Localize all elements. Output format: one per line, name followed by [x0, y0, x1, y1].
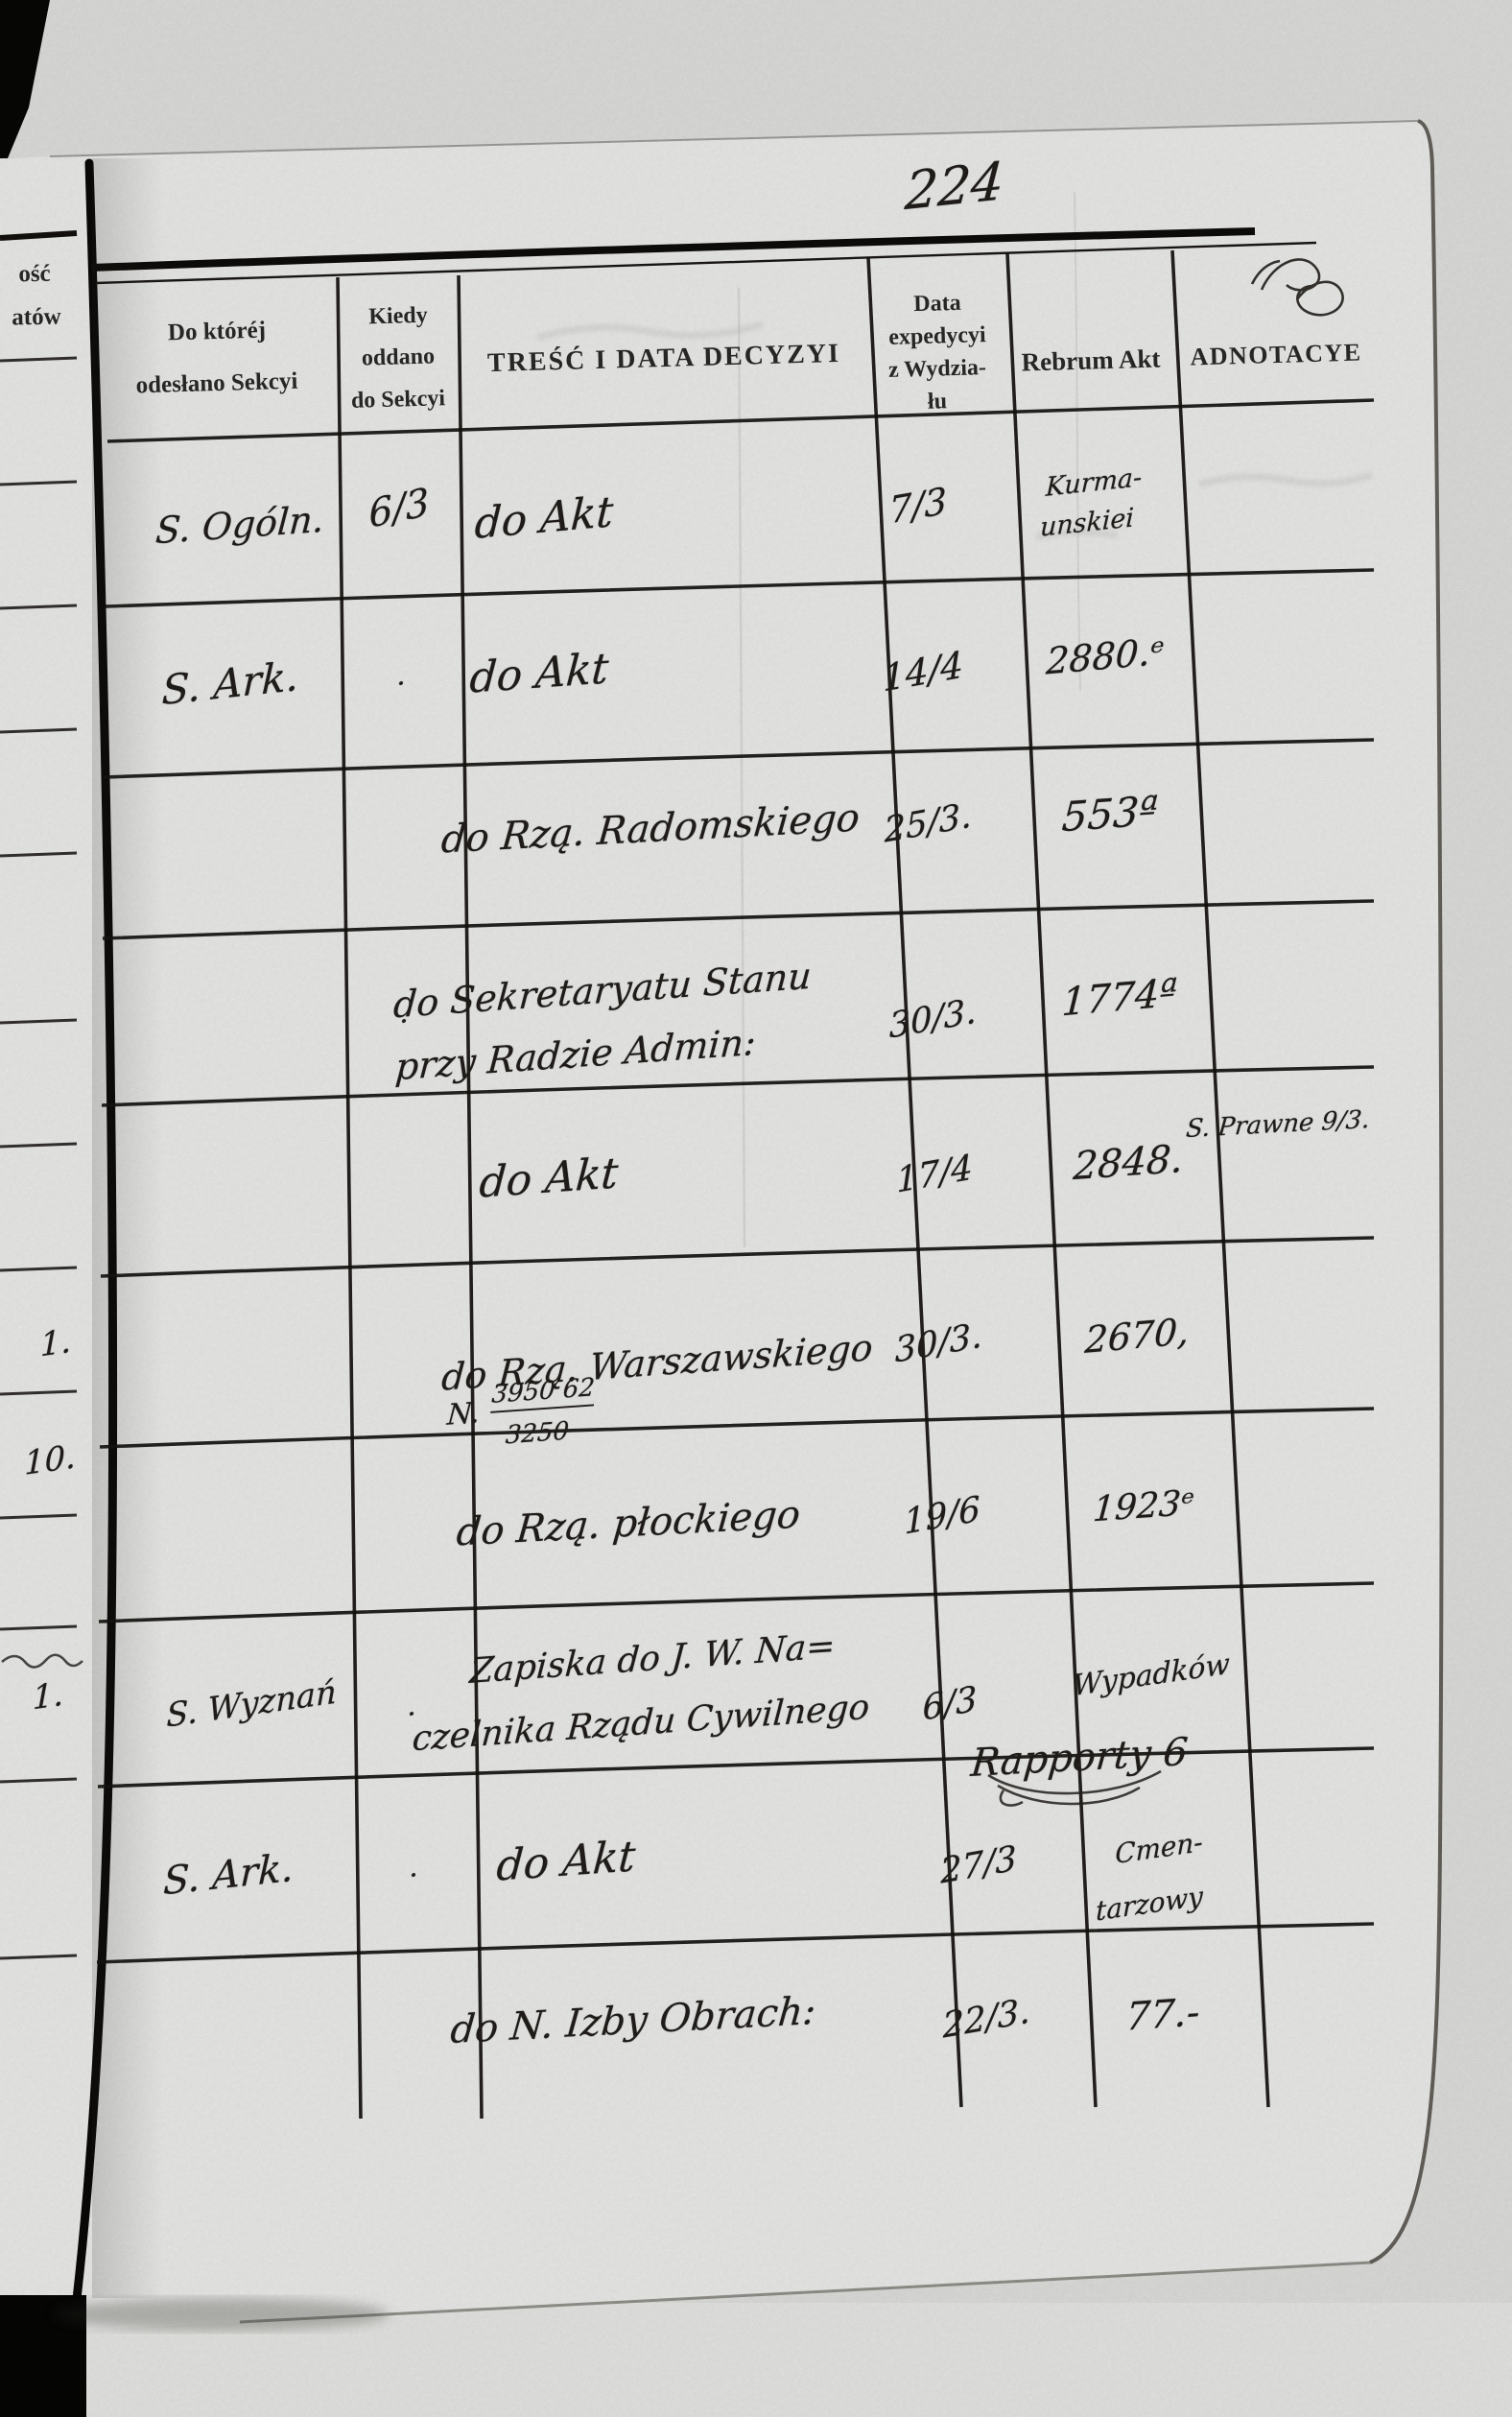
gutter-shadow	[92, 158, 163, 2298]
left-margin-entry-3: 1.	[32, 1674, 64, 1718]
row-5-rebrum: 2848.	[1072, 1136, 1185, 1190]
left-margin-entry-2: 10.	[24, 1437, 76, 1483]
col-header-data-line4: łu	[927, 389, 948, 415]
col-header-kiedy-line1: Kiedy	[367, 302, 429, 330]
page-number: 224	[903, 150, 1006, 223]
col-header-data-line3: z Wydzia-	[887, 355, 987, 383]
bottom-shadow-smudge	[53, 2298, 389, 2331]
row-2-kiedy-ditto: .	[396, 658, 406, 693]
row-9-tresc: do Akt	[494, 1832, 638, 1891]
row-10-rebrum: 77.-	[1123, 1990, 1202, 2040]
col-header-kiedy-line3: do Sekcyi	[350, 386, 446, 414]
col-header-adnotacye: ADNOTACYE	[1190, 338, 1362, 371]
col-header-rebrum: Rebrum Akt	[1021, 344, 1161, 377]
row-6-number-denominator: 3250	[504, 1416, 571, 1451]
row-8-kiedy-ditto: .	[407, 1689, 416, 1723]
row-5-tresc: do Akt	[477, 1149, 621, 1208]
col-header-data-line1: Data	[912, 290, 962, 318]
left-fragment-header-2: atów	[12, 303, 61, 331]
row-6-number-label: N.	[445, 1396, 482, 1433]
row-2-tresc: do Akt	[467, 644, 611, 703]
col-header-sekcya-line1: Do któréj	[167, 317, 267, 346]
col-header-kiedy-line2: oddano	[361, 344, 436, 371]
row-9-kiedy-ditto: .	[409, 1850, 418, 1884]
left-margin-entry-1: 1.	[39, 1321, 72, 1365]
col-header-sekcya-line2: odesłano Sekcyi	[135, 367, 298, 399]
left-fragment-header-1: ość	[18, 260, 51, 288]
col-header-data-line2: expedycyi	[887, 322, 986, 350]
row-3-rebrum: 553ª	[1060, 786, 1160, 841]
row-7-rebrum: 1923ᵉ	[1091, 1482, 1196, 1530]
